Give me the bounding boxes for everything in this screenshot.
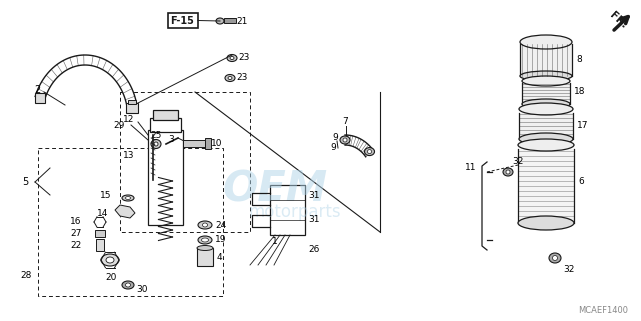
Text: 23: 23 xyxy=(236,74,247,82)
Text: F-15: F-15 xyxy=(170,15,194,25)
Text: 30: 30 xyxy=(136,285,147,294)
Text: 27: 27 xyxy=(70,229,81,238)
Ellipse shape xyxy=(225,74,235,82)
Polygon shape xyxy=(345,135,373,157)
Text: 3: 3 xyxy=(168,135,174,144)
Ellipse shape xyxy=(518,139,574,151)
Ellipse shape xyxy=(553,256,558,261)
Ellipse shape xyxy=(522,99,570,109)
Ellipse shape xyxy=(519,103,573,115)
Ellipse shape xyxy=(216,18,224,24)
Ellipse shape xyxy=(203,223,208,227)
Text: 11: 11 xyxy=(465,162,476,171)
Text: 31: 31 xyxy=(308,215,319,224)
Text: 5: 5 xyxy=(22,177,28,187)
Ellipse shape xyxy=(503,168,513,176)
Bar xyxy=(120,92,250,232)
Ellipse shape xyxy=(522,76,570,86)
Polygon shape xyxy=(35,55,137,109)
Text: OEM: OEM xyxy=(222,169,328,211)
Text: 18: 18 xyxy=(574,88,585,97)
Ellipse shape xyxy=(367,150,372,153)
Bar xyxy=(520,44,572,78)
Text: 17: 17 xyxy=(577,120,588,129)
Ellipse shape xyxy=(122,281,134,289)
Text: 12: 12 xyxy=(123,116,135,125)
Bar xyxy=(126,103,138,113)
Bar xyxy=(183,140,205,147)
Ellipse shape xyxy=(518,216,574,230)
Text: 21: 21 xyxy=(236,16,247,25)
Text: 4: 4 xyxy=(217,254,222,263)
Bar xyxy=(38,148,223,296)
Text: 26: 26 xyxy=(308,246,319,255)
Bar xyxy=(197,248,213,266)
Bar xyxy=(224,18,236,23)
Text: 1: 1 xyxy=(272,237,278,246)
Bar xyxy=(518,149,574,221)
Text: 10: 10 xyxy=(211,138,222,148)
Ellipse shape xyxy=(101,254,119,266)
Bar xyxy=(270,185,305,235)
Ellipse shape xyxy=(197,246,213,250)
Text: 20: 20 xyxy=(105,273,117,282)
Ellipse shape xyxy=(343,138,347,142)
Text: 32: 32 xyxy=(512,158,523,167)
Text: 29: 29 xyxy=(113,120,124,129)
Text: 23: 23 xyxy=(238,54,249,63)
Bar xyxy=(522,83,570,101)
Text: FR.: FR. xyxy=(608,10,629,30)
Ellipse shape xyxy=(122,195,134,201)
Text: MCAEF1400: MCAEF1400 xyxy=(578,306,628,315)
Ellipse shape xyxy=(198,236,212,244)
Text: 19: 19 xyxy=(215,236,226,245)
Text: 6: 6 xyxy=(578,177,584,186)
Text: 8: 8 xyxy=(576,55,582,64)
Ellipse shape xyxy=(519,133,573,145)
Text: 13: 13 xyxy=(123,151,135,160)
Text: 7: 7 xyxy=(342,117,348,126)
Ellipse shape xyxy=(520,35,572,49)
Ellipse shape xyxy=(198,221,212,229)
Ellipse shape xyxy=(365,148,374,156)
Polygon shape xyxy=(115,205,135,218)
Text: 32: 32 xyxy=(563,265,574,274)
Text: motorparts: motorparts xyxy=(249,203,341,221)
Text: 24: 24 xyxy=(215,221,226,230)
Bar xyxy=(205,138,211,149)
Ellipse shape xyxy=(520,71,572,81)
Bar xyxy=(95,230,105,237)
Bar xyxy=(128,100,137,104)
Ellipse shape xyxy=(340,136,350,144)
Text: 9: 9 xyxy=(330,143,336,152)
Ellipse shape xyxy=(151,140,161,149)
Text: 14: 14 xyxy=(97,209,108,218)
Text: 31: 31 xyxy=(308,190,319,199)
Bar xyxy=(153,110,178,120)
Ellipse shape xyxy=(126,283,131,287)
Bar xyxy=(519,113,573,137)
Ellipse shape xyxy=(228,76,232,80)
Ellipse shape xyxy=(230,56,234,59)
Text: 28: 28 xyxy=(20,272,31,281)
Ellipse shape xyxy=(506,170,510,174)
Bar xyxy=(150,118,181,132)
Text: 15: 15 xyxy=(100,192,112,201)
Ellipse shape xyxy=(549,253,561,263)
Ellipse shape xyxy=(154,142,158,146)
Bar xyxy=(168,13,198,28)
Text: 25: 25 xyxy=(150,131,162,140)
Bar xyxy=(148,130,183,225)
Ellipse shape xyxy=(227,55,237,62)
Bar xyxy=(96,239,104,251)
Text: 22: 22 xyxy=(70,240,81,249)
Bar xyxy=(35,93,45,103)
Text: 16: 16 xyxy=(70,218,81,227)
Ellipse shape xyxy=(126,196,131,199)
Text: 9: 9 xyxy=(332,134,338,143)
Ellipse shape xyxy=(106,257,114,263)
Ellipse shape xyxy=(201,238,208,242)
Text: 2: 2 xyxy=(34,85,40,95)
